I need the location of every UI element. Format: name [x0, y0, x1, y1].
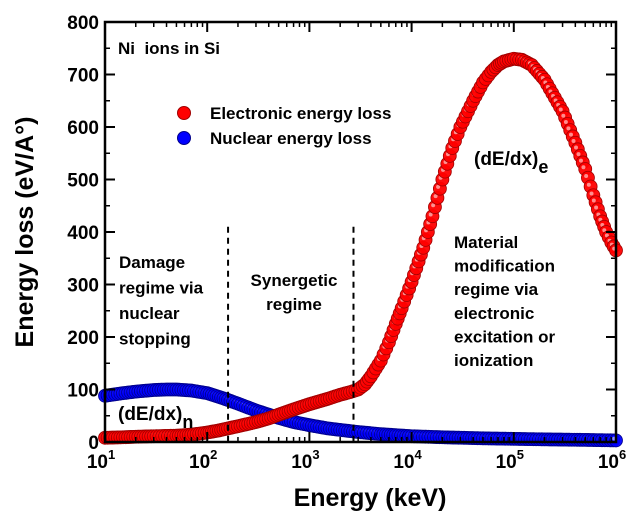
annotation-line: regime via — [119, 279, 204, 298]
annotation-line: nuclear — [119, 304, 180, 323]
annotation-line: regime via — [454, 280, 539, 299]
data-point-highlight — [594, 205, 598, 209]
data-point-highlight — [569, 133, 573, 137]
data-point-highlight — [566, 126, 570, 130]
x-tick-label: 105 — [496, 447, 524, 473]
legend-label-nuclear: Nuclear energy loss — [210, 129, 372, 148]
annotation-damage: Damage regime via nuclear stopping — [119, 253, 204, 349]
y-tick-label: 100 — [67, 381, 99, 402]
data-point-highlight — [564, 120, 568, 124]
data-point-highlight — [579, 159, 583, 163]
annotation-dedx_n: (dE/dx)n — [118, 404, 193, 432]
y-tick-label: 600 — [67, 118, 99, 139]
annotation-line: Synergetic — [251, 271, 338, 290]
annotation-line: regime — [266, 295, 322, 314]
annotation-line: modification — [454, 257, 555, 276]
y-axis-title: Energy loss (eV/A°) — [11, 117, 39, 348]
data-point-highlight — [561, 114, 565, 118]
annotation-line: electronic — [454, 304, 534, 323]
data-point-highlight — [581, 165, 585, 169]
x-axis-title: Energy (keV) — [294, 484, 447, 511]
data-point-highlight — [576, 152, 580, 156]
y-tick-label: 500 — [67, 171, 99, 192]
annotation-material: Material modification regime via electronic… — [454, 233, 555, 370]
x-tick-label: 104 — [393, 447, 422, 473]
y-tick-label: 200 — [67, 328, 99, 349]
annotation-line: Material — [454, 233, 518, 252]
annotation-line: stopping — [119, 330, 191, 349]
legend-label-electronic: Electronic energy loss — [210, 104, 391, 123]
data-point-highlight — [584, 174, 588, 178]
y-tick-label: 300 — [67, 276, 99, 297]
legend: Electronic energy loss Nuclear energy lo… — [178, 104, 392, 148]
y-tick-label: 700 — [67, 66, 99, 87]
data-point-highlight — [574, 146, 578, 150]
y-tick-label: 800 — [67, 13, 99, 34]
plot-frame — [105, 22, 616, 442]
annotation-synergetic: Synergetic regime — [251, 271, 338, 314]
data-point-highlight — [572, 139, 576, 143]
inset-title: Ni ions in Si — [118, 39, 220, 58]
annotation-line: Damage — [119, 253, 185, 272]
annotation-line: excitation or — [454, 327, 555, 346]
x-tick-label: 102 — [189, 447, 217, 473]
x-tick-label: 103 — [291, 447, 319, 473]
data-point-highlight — [559, 107, 563, 111]
data-point-highlight — [592, 198, 596, 202]
x-tick-label: 106 — [598, 447, 626, 473]
annotation-line: ionization — [454, 351, 533, 370]
data-point-highlight — [590, 191, 594, 195]
legend-marker-electronic — [178, 107, 191, 120]
y-tick-label: 0 — [88, 433, 99, 454]
y-tick-label: 400 — [67, 223, 99, 244]
data-point-highlight — [587, 183, 591, 187]
legend-marker-nuclear — [178, 132, 191, 145]
annotation-dedx_e: (dE/dx)e — [474, 149, 548, 177]
